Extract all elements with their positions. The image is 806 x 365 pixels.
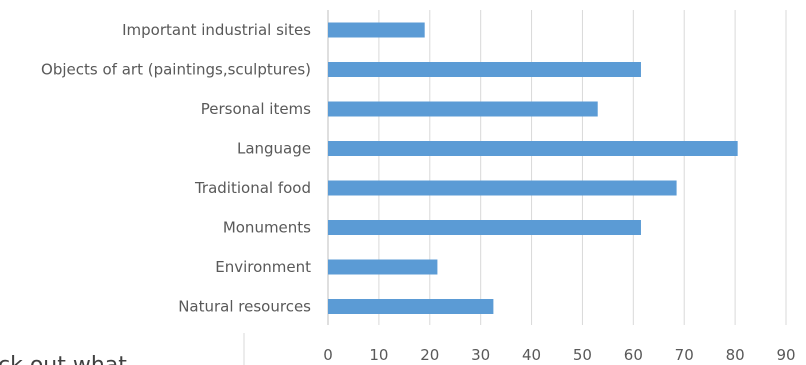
x-tick-label: 40 [522, 346, 541, 364]
x-tick-labels: 0 10 20 30 40 50 60 70 80 90 [323, 346, 795, 364]
x-tick-label: 20 [420, 346, 439, 364]
category-label: Environment [215, 258, 311, 276]
category-label: Important industrial sites [122, 21, 311, 39]
category-label: Traditional food [194, 179, 311, 197]
category-label: Personal items [201, 100, 311, 118]
x-tick-label: 30 [471, 346, 490, 364]
x-tick-label: 70 [675, 346, 694, 364]
bar-natural-resources [328, 299, 494, 314]
bar-important-industrial-sites [328, 22, 425, 38]
x-tick-label: 50 [573, 346, 592, 364]
partial-body-text: ck out what [0, 353, 127, 365]
category-label: Monuments [223, 219, 311, 237]
gridlines [327, 10, 787, 325]
bar-personal-items [328, 101, 598, 117]
bar-environment [328, 259, 438, 275]
bars [328, 22, 738, 314]
x-tick-label: 10 [369, 346, 388, 364]
category-label: Objects of art (paintings,sculptures) [41, 61, 311, 79]
bar-monuments [328, 220, 641, 235]
category-labels: Important industrial sites Objects of art… [41, 21, 311, 316]
x-tick-label: 60 [624, 346, 643, 364]
x-tick-label: 80 [726, 346, 745, 364]
category-label: Language [237, 140, 311, 158]
bar-language [328, 141, 738, 156]
bar-traditional-food [328, 180, 677, 196]
x-tick-label: 0 [323, 346, 333, 364]
x-tick-label: 90 [776, 346, 795, 364]
category-label: Natural resources [178, 298, 311, 316]
bar-objects-of-art-paintings-sculptures [328, 62, 641, 77]
